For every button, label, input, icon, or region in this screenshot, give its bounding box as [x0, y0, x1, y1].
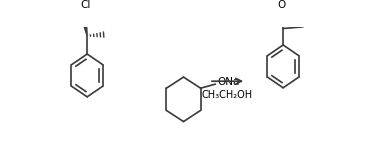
Text: Cl: Cl: [80, 0, 91, 10]
Polygon shape: [82, 17, 87, 36]
Text: CH₃CH₂OH: CH₃CH₂OH: [202, 90, 253, 100]
Text: ONa: ONa: [217, 77, 239, 88]
Text: O: O: [277, 0, 286, 10]
Polygon shape: [278, 12, 283, 29]
